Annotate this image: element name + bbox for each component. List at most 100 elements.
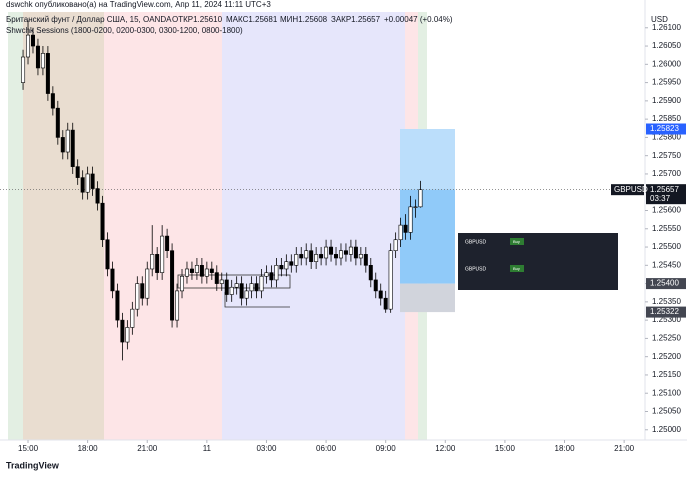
candle-body [224, 279, 229, 295]
y-tick-label: 1.25350 [652, 297, 681, 306]
candle-body [219, 279, 224, 284]
price-tag [646, 278, 686, 290]
candle-body [175, 290, 180, 321]
x-tick-label: 12:00 [435, 444, 456, 453]
candle-body [343, 250, 348, 255]
candle-body [393, 239, 398, 251]
candle-body [279, 265, 284, 270]
candle-body [274, 265, 279, 281]
range-bracket [224, 292, 290, 308]
candle-body [334, 254, 339, 259]
currency: USD [651, 15, 668, 24]
x-tick-label: 03:00 [256, 444, 277, 453]
candle-body [85, 173, 90, 193]
y-tick-label: 1.26100 [652, 23, 681, 32]
candle-body [95, 188, 100, 204]
candle-body [368, 265, 373, 281]
candle-body [269, 272, 274, 281]
candle-body [264, 272, 269, 277]
x-tick-label: 21:00 [137, 444, 158, 453]
candle-body [30, 34, 35, 47]
candle-body [80, 177, 85, 193]
price-tag-label: 1.25322 [650, 307, 679, 316]
candle-body [50, 93, 55, 109]
y-tick-label: 1.25800 [652, 133, 681, 142]
loss-zone [400, 283, 455, 313]
y-tick-label: 1.25050 [652, 407, 681, 416]
candle-body [254, 283, 259, 292]
candle-body [60, 137, 65, 153]
candle-body [304, 250, 309, 259]
price-tag-label: 1.25400 [650, 279, 679, 288]
candle-body [100, 202, 105, 241]
session-bg [222, 12, 405, 440]
y-tick-label: 1.25150 [652, 370, 681, 379]
candle-body [319, 254, 324, 259]
y-tick-label: 1.25250 [652, 334, 681, 343]
trade-side: Buy [513, 266, 520, 271]
session-bg [23, 12, 104, 440]
candle-body [180, 275, 185, 292]
y-tick-label: 1.25850 [652, 114, 681, 123]
candle-body [130, 308, 135, 328]
candle-body [418, 189, 423, 208]
candle-body [65, 129, 70, 153]
candle-body [229, 286, 234, 295]
candle-body [26, 34, 31, 58]
x-tick-label: 15:00 [18, 444, 39, 453]
y-tick-label: 1.25300 [652, 315, 681, 324]
candle-body [194, 265, 199, 273]
price-tag [646, 123, 686, 135]
candle-body [184, 268, 189, 277]
x-tick-label: 18:00 [78, 444, 99, 453]
session-bg [104, 12, 222, 440]
y-tick-label: 1.25550 [652, 224, 681, 233]
x-tick-label: 09:00 [376, 444, 397, 453]
candle-body [373, 279, 378, 292]
y-tick-label: 1.25750 [652, 151, 681, 160]
candle-body [338, 250, 343, 259]
price-tag-label: 1.25657 [650, 185, 679, 194]
candle-body [115, 290, 120, 321]
candle-body [165, 235, 170, 251]
y-tick-label: 1.25950 [652, 78, 681, 87]
candle-body [403, 224, 408, 233]
candle-body [299, 254, 304, 259]
candle-body [75, 166, 80, 178]
candle-body [259, 275, 264, 292]
countdown: 03:37 [650, 194, 671, 203]
candle-body [214, 272, 219, 284]
candle-body [413, 206, 418, 208]
ohlc-high: МАКС1.25681 [226, 15, 278, 24]
candle-body [289, 261, 294, 266]
trade-symbol: GBPUSD [465, 239, 487, 245]
published: dswchk опубликовано(а) на TradingView.co… [6, 0, 271, 9]
price-tag [646, 306, 686, 318]
candle-body [408, 206, 413, 233]
trade-panel [458, 233, 618, 290]
candle-body [358, 254, 363, 259]
profit-filled [400, 189, 455, 284]
x-tick-label: 11 [203, 444, 212, 453]
candle-body [348, 246, 353, 255]
candle-body [199, 265, 204, 277]
candle-body [155, 254, 160, 273]
trade-symbol: GBPUSD [465, 266, 487, 272]
y-tick-label: 1.25900 [652, 96, 681, 105]
trade-badge [510, 238, 524, 245]
candle-body [120, 319, 125, 343]
y-tick-label: 1.26000 [652, 59, 681, 68]
candle-body [40, 53, 45, 69]
candle-body [135, 283, 140, 310]
candle-body [329, 246, 334, 255]
candle-body [189, 268, 194, 273]
x-tick-label: 06:00 [316, 444, 337, 453]
candle-body [388, 250, 393, 310]
logo: TradingView [6, 460, 60, 470]
indicator: Shwchk Sessions (1800-0200, 0200-0300, 0… [6, 26, 243, 35]
candle-body [294, 254, 299, 266]
y-tick-label: 1.25700 [652, 169, 681, 178]
candle-body [284, 261, 289, 270]
ohlc-change: +0.00047 (+0.04%) [384, 15, 453, 24]
